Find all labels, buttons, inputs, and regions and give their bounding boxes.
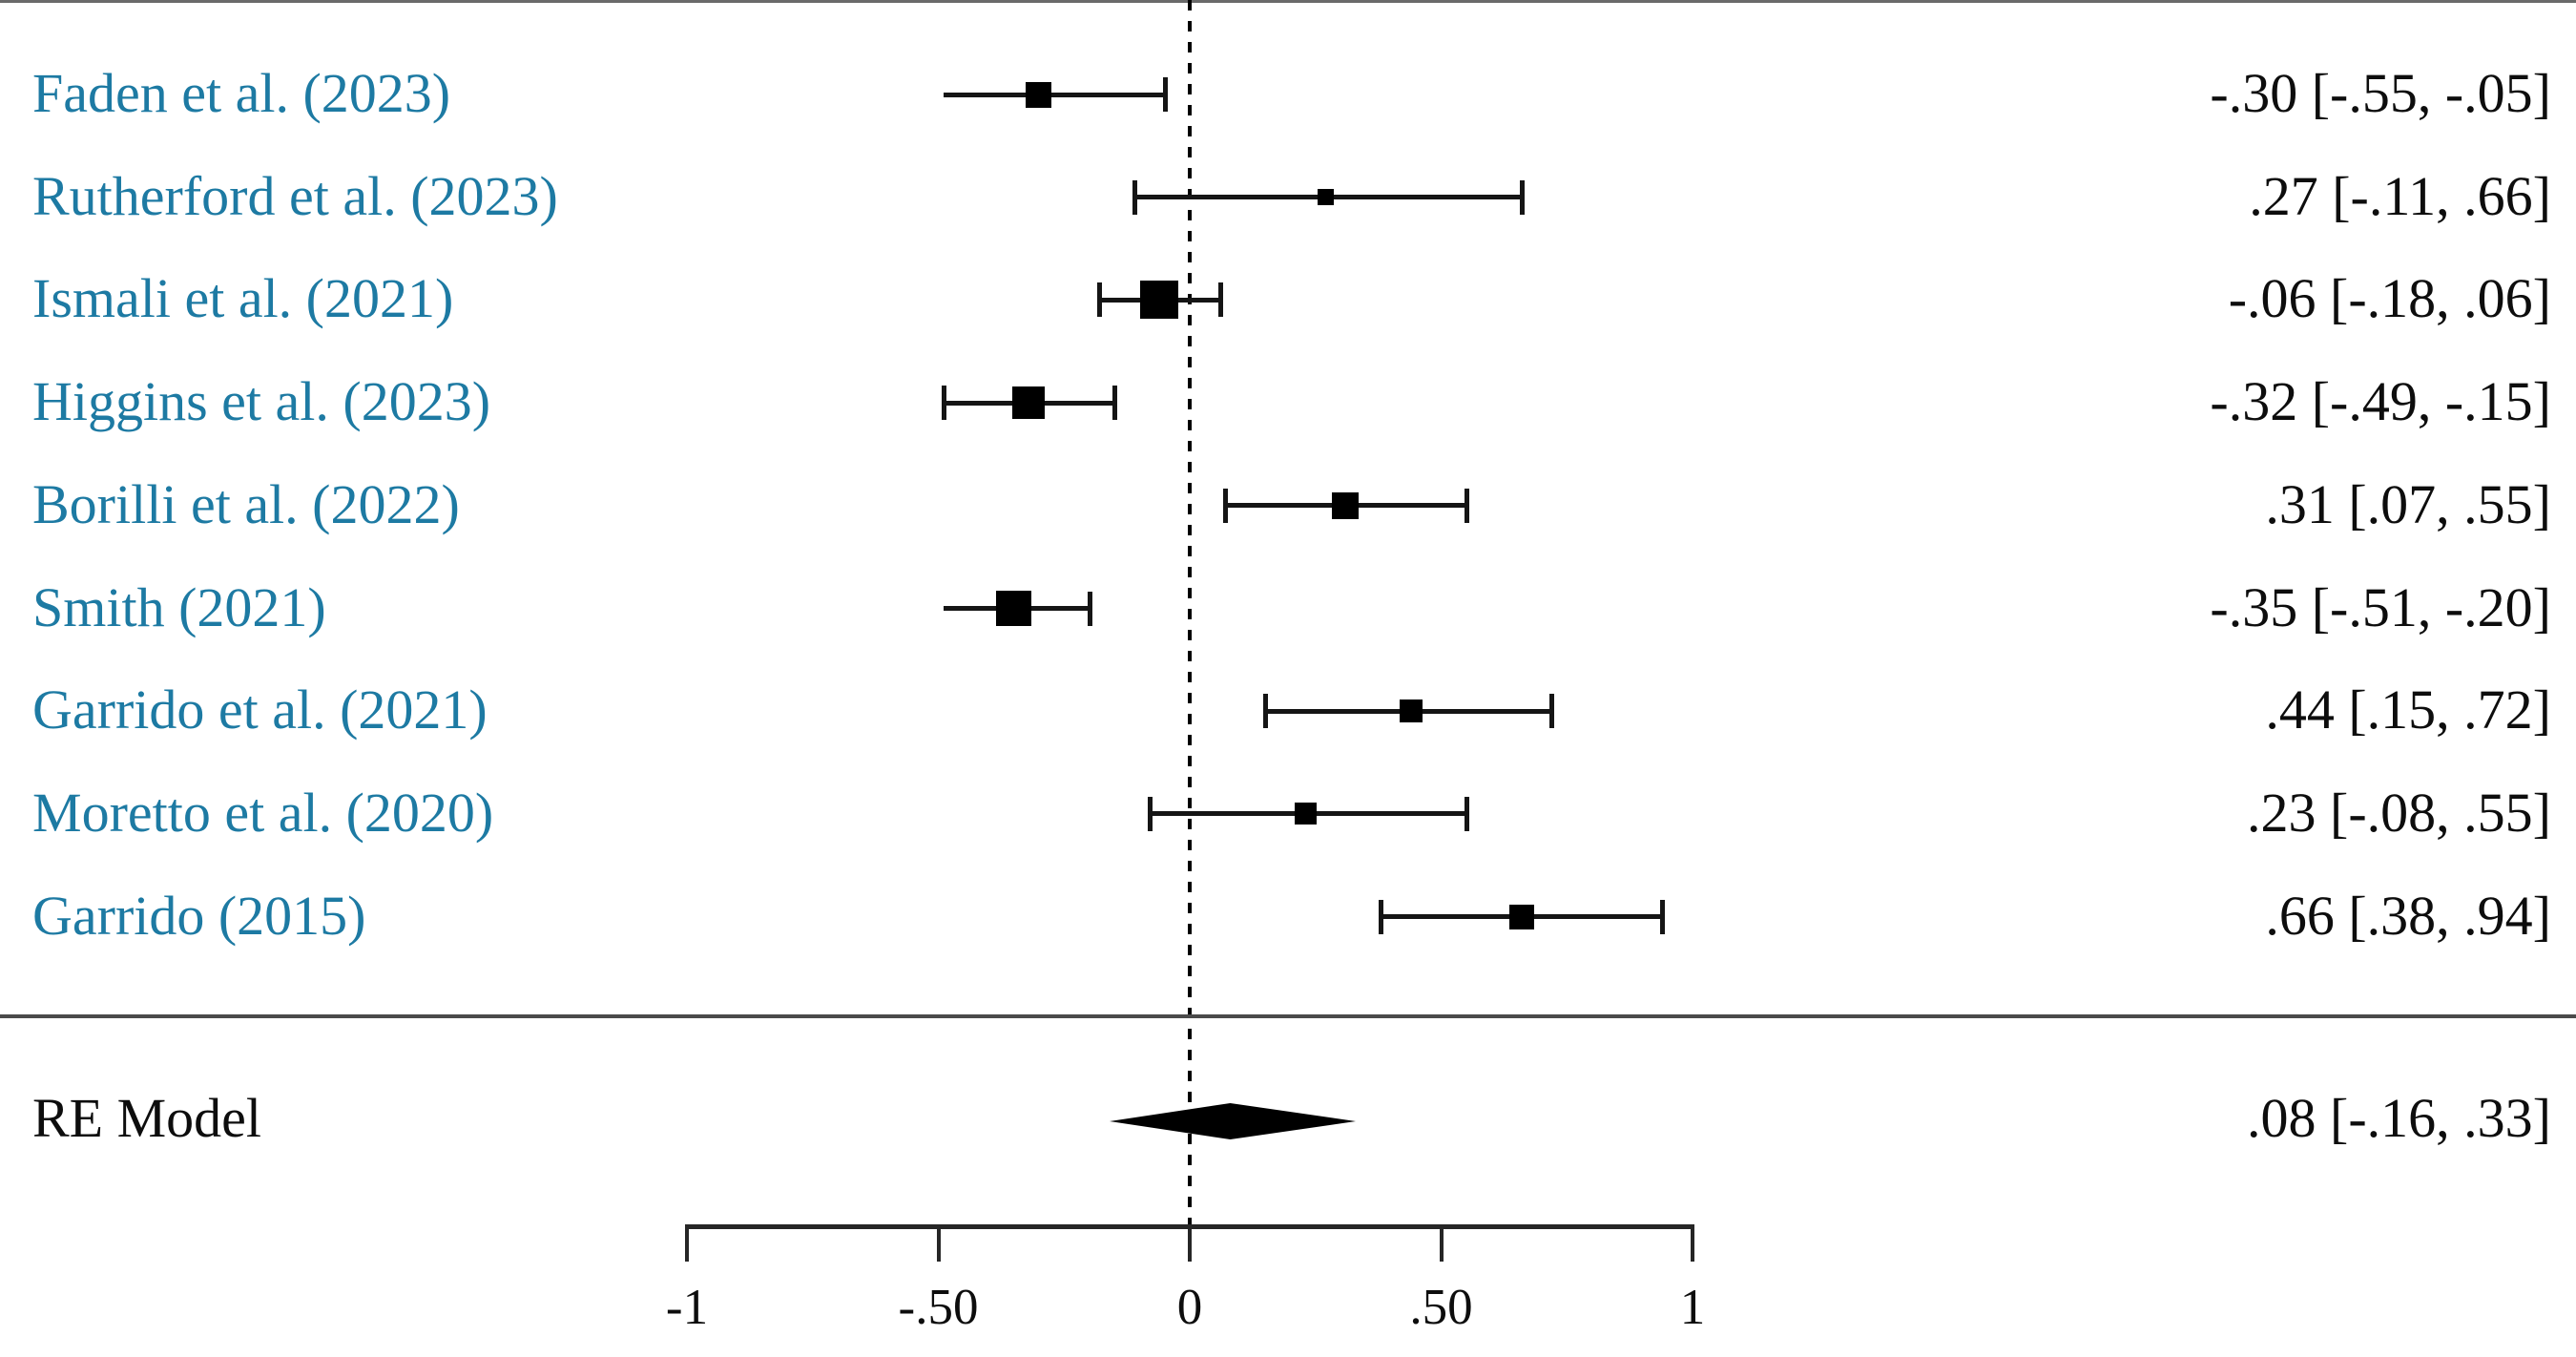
x-axis-tick — [685, 1224, 689, 1262]
ci-cap-right — [1162, 77, 1168, 112]
effect-size-value: -.32 [-.49, -.15] — [2210, 370, 2551, 433]
effect-size-marker — [1294, 803, 1317, 825]
study-label: Smith (2021) — [32, 575, 326, 638]
x-axis-tick-label: -.50 — [898, 1280, 979, 1335]
effect-size-value: .66 [.38, .94] — [2265, 884, 2551, 947]
ci-cap-left — [1379, 899, 1384, 934]
effect-size-value: .27 [-.11, .66] — [2249, 164, 2551, 227]
ci-cap-right — [1111, 386, 1117, 421]
summary-model-label: RE Model — [32, 1087, 262, 1150]
ci-cap-right — [1464, 796, 1469, 831]
effect-size-value: -.35 [-.51, -.20] — [2210, 575, 2551, 638]
effect-size-value: .44 [.15, .72] — [2265, 678, 2551, 741]
effect-size-marker — [1026, 81, 1052, 108]
ci-cap-left — [1263, 694, 1269, 729]
ci-cap-left — [1222, 488, 1228, 523]
effect-size-marker — [1317, 189, 1334, 206]
ci-cap-left — [941, 386, 946, 421]
study-label: Ismali et al. (2021) — [32, 267, 454, 330]
effect-size-marker — [1140, 281, 1179, 320]
ci-cap-left — [1147, 796, 1153, 831]
separator-line — [0, 1014, 2576, 1018]
study-label: Garrido et al. (2021) — [32, 678, 488, 741]
effect-size-value: .31 [.07, .55] — [2265, 472, 2551, 535]
ci-cap-right — [1087, 591, 1092, 626]
effect-size-value: -.30 [-.55, -.05] — [2210, 62, 2551, 125]
summary-effect-value: .08 [-.16, .33] — [2247, 1087, 2551, 1150]
study-label: Moretto et al. (2020) — [32, 782, 494, 845]
effect-size-marker — [1508, 904, 1534, 929]
effect-size-marker — [1012, 386, 1046, 420]
ci-cap-right — [1217, 282, 1223, 318]
x-axis-tick — [936, 1224, 941, 1262]
effect-size-value: .23 [-.08, .55] — [2247, 782, 2551, 845]
x-axis-tick — [1691, 1224, 1694, 1262]
study-label: Higgins et al. (2023) — [32, 370, 491, 433]
study-label: Faden et al. (2023) — [32, 62, 451, 125]
confidence-interval-bar — [943, 92, 1165, 97]
ci-cap-left — [1132, 179, 1138, 215]
study-label: Rutherford et al. (2023) — [32, 164, 558, 227]
effect-size-marker — [1332, 491, 1360, 519]
ci-cap-right — [1519, 179, 1525, 215]
effect-size-value: -.06 [-.18, .06] — [2228, 267, 2551, 330]
effect-size-marker — [1399, 699, 1423, 723]
ci-cap-left — [1097, 282, 1103, 318]
x-axis-tick-label: 1 — [1679, 1280, 1706, 1335]
effect-size-marker — [996, 591, 1032, 626]
x-axis-tick-label: .50 — [1409, 1280, 1473, 1335]
zero-reference-line — [1188, 0, 1192, 1229]
summary-diamond — [1109, 1103, 1356, 1139]
x-axis-tick — [1439, 1224, 1444, 1262]
ci-cap-right — [1660, 899, 1666, 934]
ci-cap-right — [1549, 694, 1555, 729]
x-axis-tick-label: 0 — [1176, 1280, 1203, 1335]
study-label: Garrido (2015) — [32, 884, 366, 947]
study-label: Borilli et al. (2022) — [32, 472, 460, 535]
top-border-line — [0, 0, 2576, 3]
x-axis-tick-label: -1 — [665, 1280, 709, 1335]
ci-cap-right — [1464, 488, 1469, 523]
x-axis-tick — [1188, 1224, 1192, 1262]
